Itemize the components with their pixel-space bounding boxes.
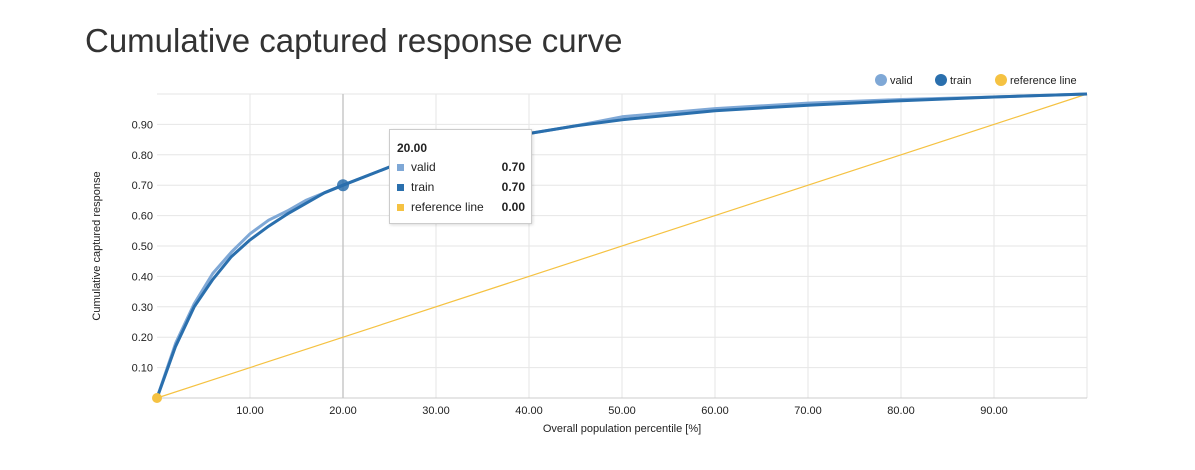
x-tick-label: 50.00 [608, 405, 636, 417]
tooltip-row-reference: reference line 0.00 [397, 200, 525, 216]
y-tick-label: 0.50 [132, 241, 153, 253]
y-tick-label: 0.10 [132, 363, 153, 375]
y-tick-label: 0.80 [132, 150, 153, 162]
tooltip-row-label: train [411, 180, 435, 194]
y-tick-label: 0.40 [132, 271, 153, 283]
y-tick-label: 0.20 [132, 332, 153, 344]
series-line-reference-line [156, 93, 1088, 399]
x-tick-label: 10.00 [236, 405, 264, 417]
tooltip-row-value: 0.70 [501, 160, 525, 174]
x-tick-label: 30.00 [422, 405, 450, 417]
x-tick-label: 40.00 [515, 405, 543, 417]
x-tick-label: 90.00 [980, 405, 1008, 417]
y-axis-label: Cumulative captured response [91, 171, 103, 320]
tooltip-row-label: valid [411, 160, 436, 174]
chart-title: Cumulative captured response curve [85, 22, 623, 59]
train-swatch-icon [397, 184, 404, 191]
x-tick-label: 70.00 [794, 405, 822, 417]
legend-marker-icon [935, 74, 947, 86]
series-line-train [155, 92, 1088, 399]
y-tick-label: 0.70 [132, 180, 153, 192]
tooltip-row-value: 0.00 [501, 200, 525, 214]
x-axis-label: Overall population percentile [%] [543, 423, 701, 435]
tooltip-row-train: train 0.70 [397, 180, 525, 196]
valid-swatch-icon [397, 164, 404, 171]
y-tick-label: 0.30 [132, 302, 153, 314]
x-tick-label: 60.00 [701, 405, 729, 417]
reference-swatch-icon [397, 204, 404, 211]
tooltip-row-value: 0.70 [501, 180, 525, 194]
tooltip-row-label: reference line [411, 200, 484, 214]
tooltip-row-valid: valid 0.70 [397, 160, 525, 176]
x-tick-label: 20.00 [329, 405, 357, 417]
hover-point-marker [337, 179, 349, 192]
x-tick-label: 80.00 [887, 405, 915, 417]
legend-label: valid [890, 75, 913, 87]
legend-marker-icon [875, 74, 887, 86]
y-tick-label: 0.60 [132, 211, 153, 223]
tooltip-header: 20.00 [397, 141, 428, 155]
legend-marker-icon [995, 74, 1007, 86]
legend-label: reference line [1010, 75, 1077, 87]
reference-point-marker [152, 393, 162, 403]
y-tick-label: 0.90 [132, 119, 153, 131]
legend-label: train [950, 75, 971, 87]
chart-tooltip: 20.00 valid 0.70 train 0.70 reference li… [389, 129, 532, 224]
